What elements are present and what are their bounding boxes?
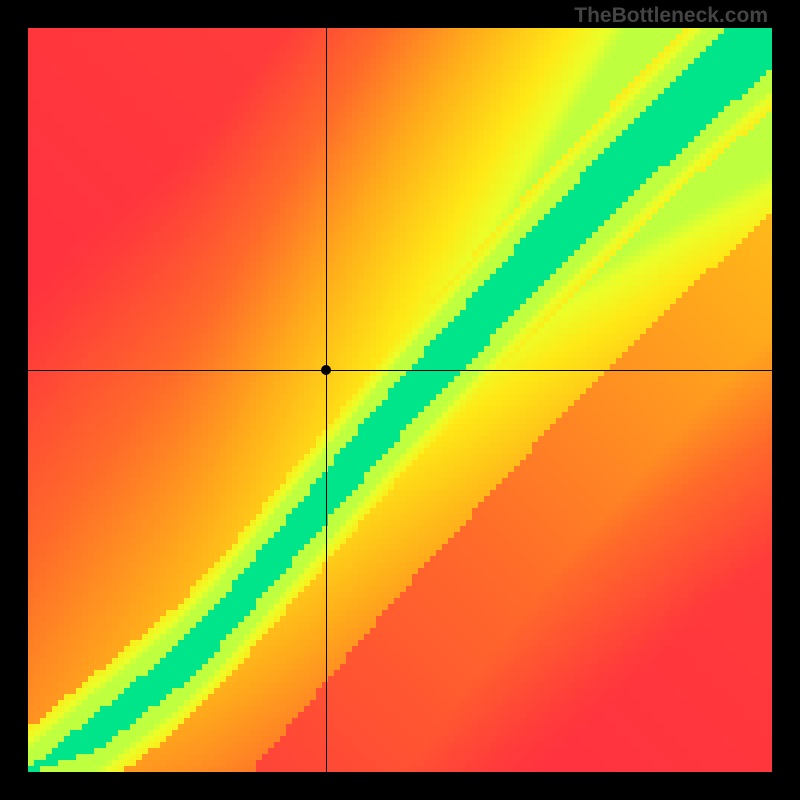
data-point-marker <box>321 365 331 375</box>
plot-area <box>28 28 772 772</box>
crosshair-vertical <box>326 28 327 772</box>
heatmap-canvas <box>28 28 772 772</box>
watermark-text: TheBottleneck.com <box>574 4 768 28</box>
chart-frame: TheBottleneck.com <box>0 0 800 800</box>
crosshair-horizontal <box>28 370 772 371</box>
